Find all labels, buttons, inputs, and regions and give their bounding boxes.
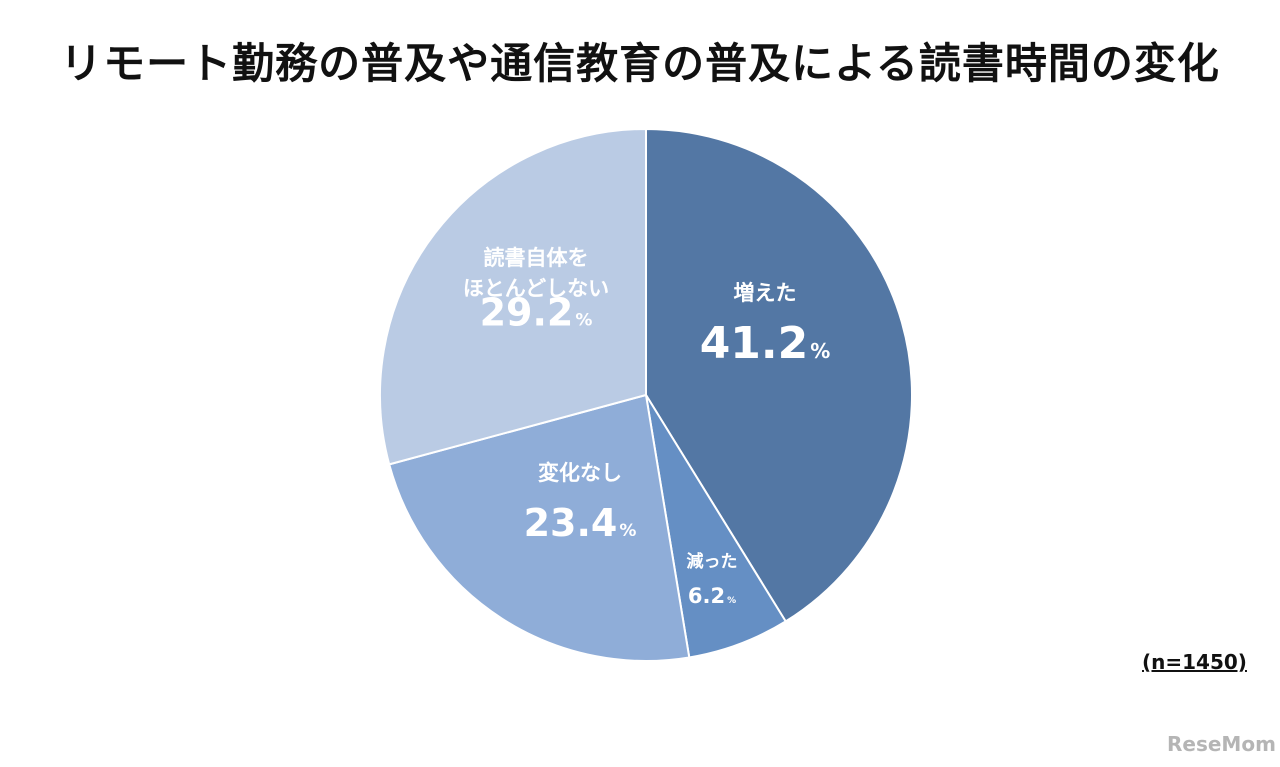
slice-label-3-line-0: 読書自体を [484, 246, 589, 270]
sample-size-note: (n=1450) [1142, 650, 1247, 674]
pie-slice-3 [379, 127, 647, 466]
slice-label-2-line-0: 変化なし [538, 461, 622, 485]
slice-label-0-line-0: 増えた [734, 281, 797, 305]
pie-slice-0 [645, 127, 913, 623]
slice-label-3-line-1: ほとんどしない [463, 276, 609, 300]
pie-slice-2 [387, 393, 691, 662]
resemom-logo: ReseMom [1167, 732, 1276, 756]
slice-value-2: 23.4% [524, 501, 637, 545]
slice-value-0: 41.2% [700, 318, 831, 369]
chart-title: リモート勤務の普及や通信教育の普及による読書時間の変化 [60, 39, 1220, 88]
slice-value-3: 29.2% [480, 290, 593, 334]
slice-label-1-line-0: 減った [687, 551, 738, 572]
slice-value-1: 6.2% [688, 584, 736, 608]
